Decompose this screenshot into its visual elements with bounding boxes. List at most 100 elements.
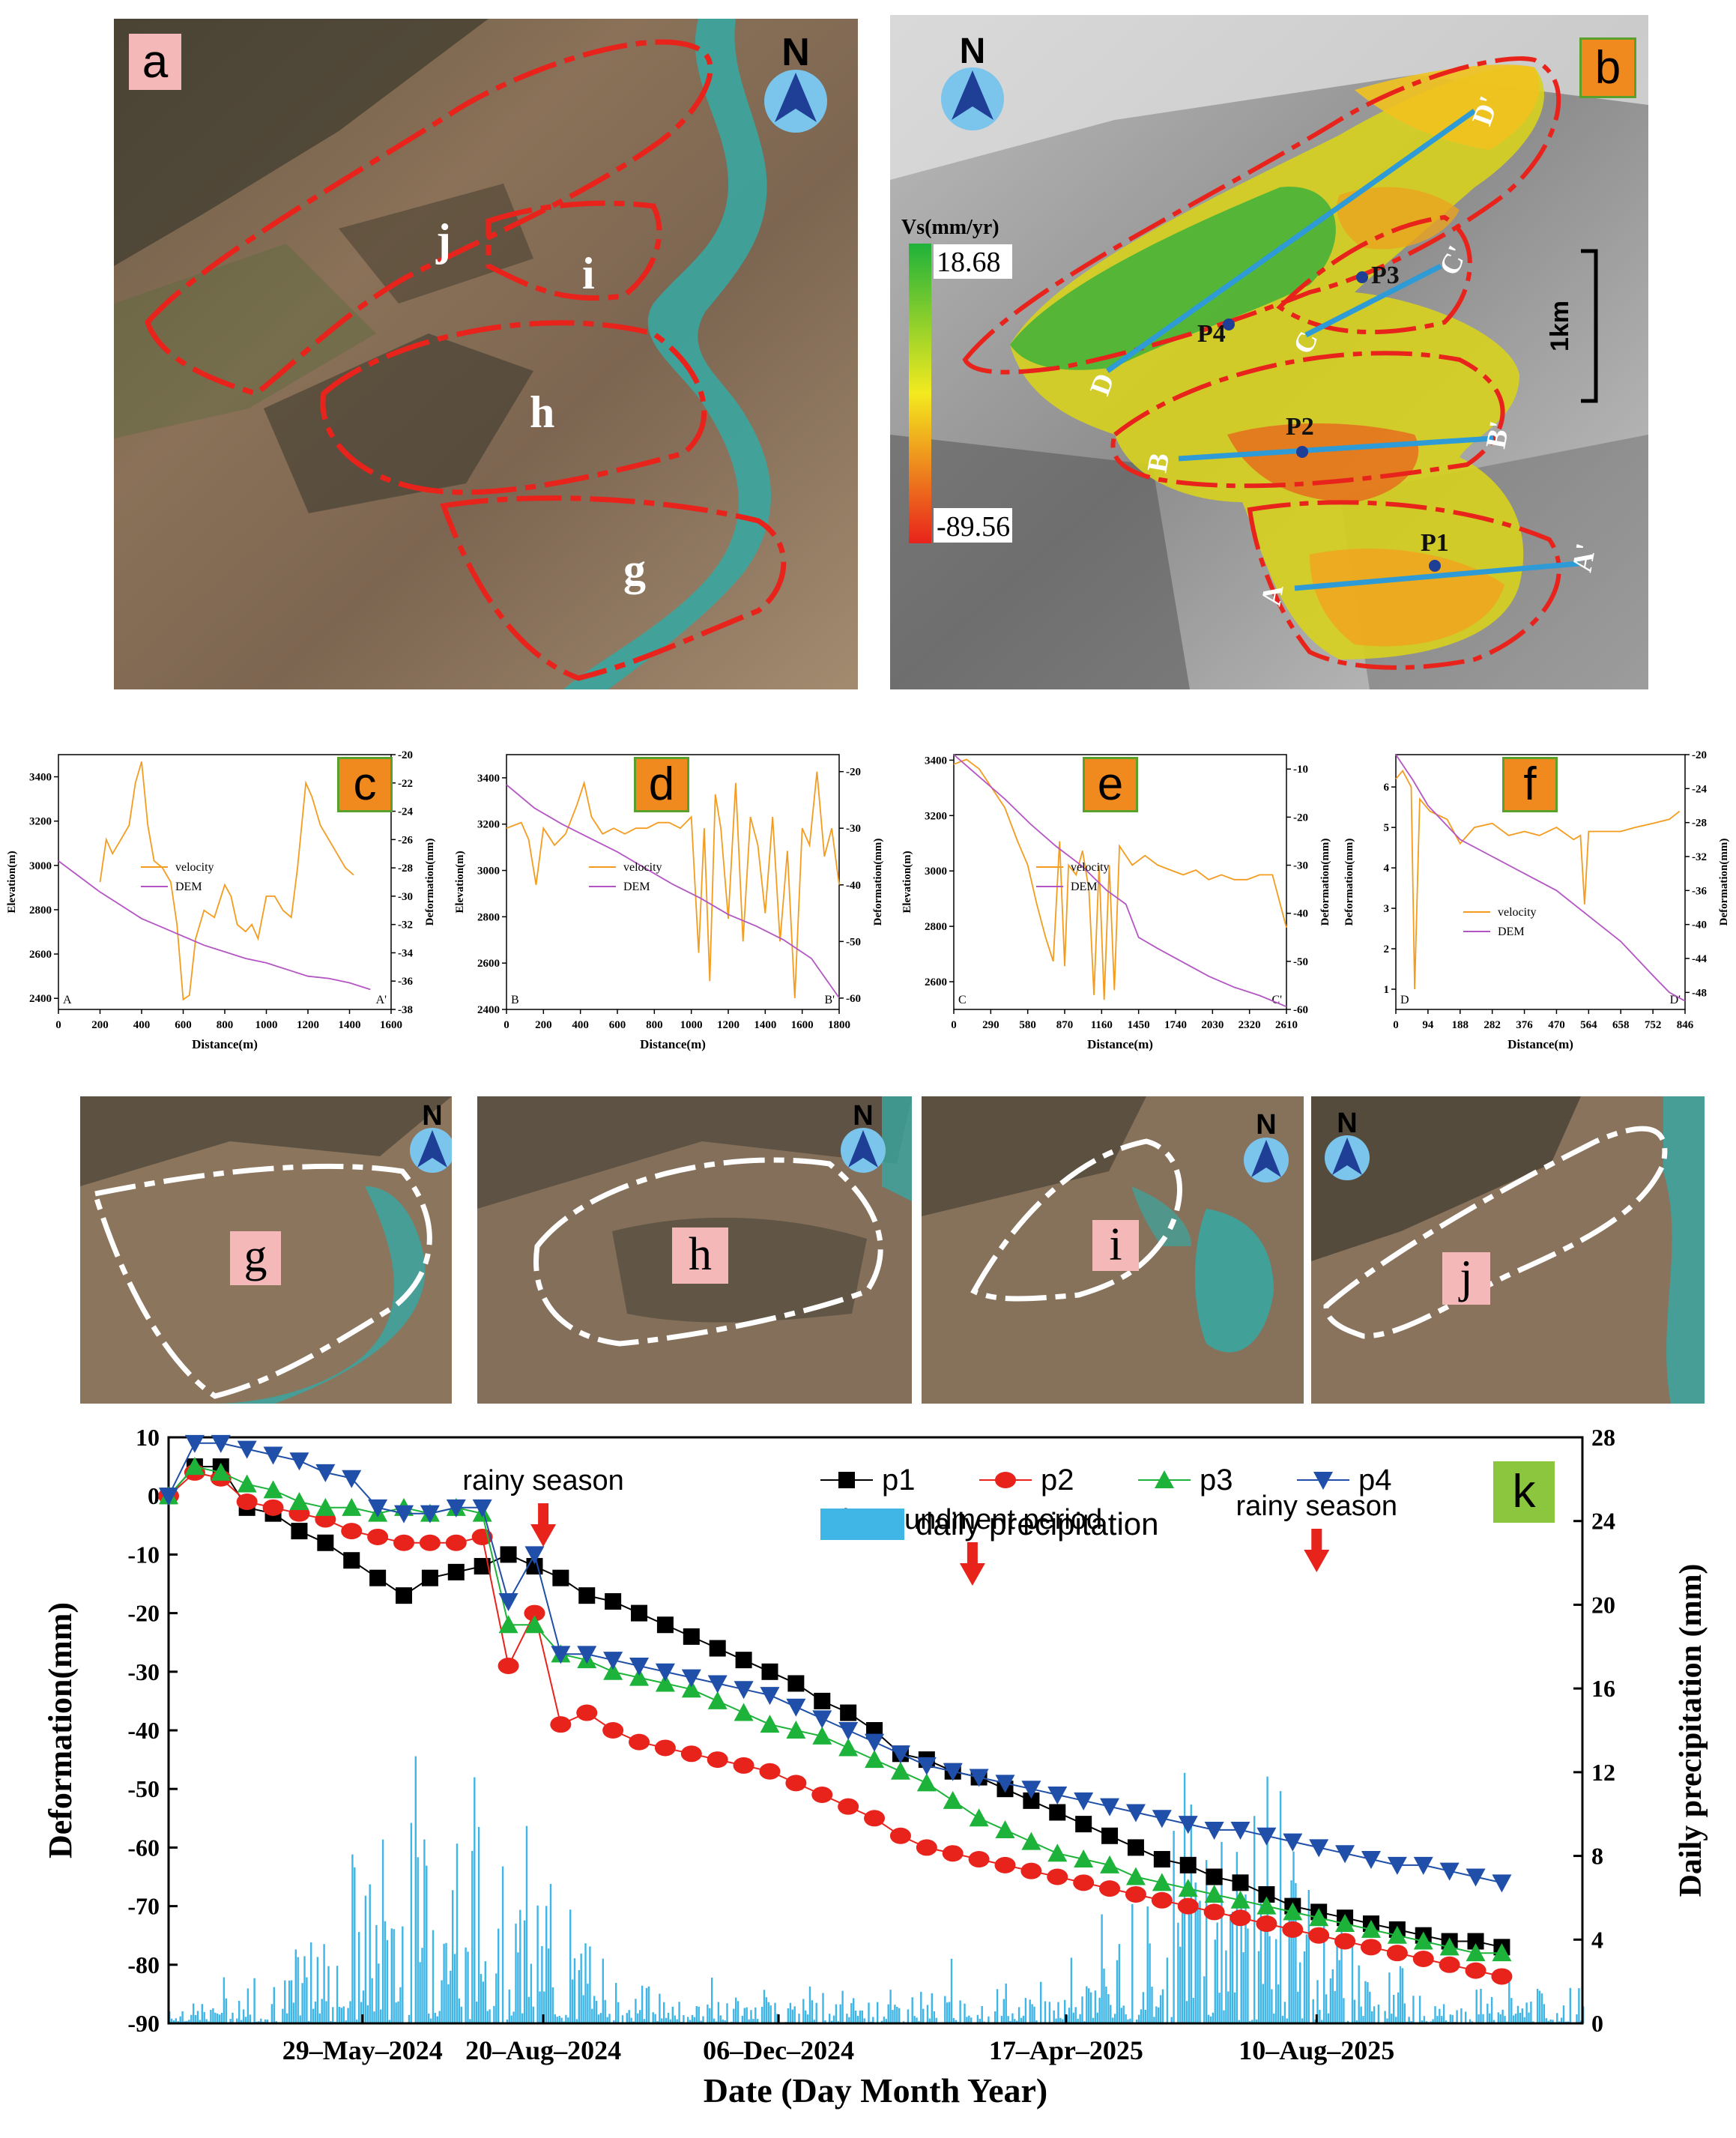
precip-bar [1519,2013,1522,2023]
precip-bar [669,2019,672,2023]
data-point-p4 [1204,1821,1224,1840]
precip-bar [506,2019,509,2023]
x-tick-label: 470 [1548,1019,1565,1031]
precip-bar [856,2016,859,2023]
precip-bar [547,1948,550,2023]
data-point-p3 [1204,1884,1224,1903]
data-point-p4 [890,1745,910,1764]
data-point-p4 [342,1470,362,1488]
data-point-p4 [159,1488,178,1506]
data-point-p3 [1466,1943,1486,1962]
precip-bar [722,2019,724,2023]
precip-bar [1089,1992,1092,2023]
data-point-p2 [1177,1897,1199,1915]
data-point-p1 [1049,1804,1066,1821]
y2-tick-label: -20 [1692,749,1707,761]
precip-bar [948,2002,951,2023]
data-point-p1 [369,1569,387,1586]
data-point-p3 [263,1480,283,1499]
precip-bar [530,1963,533,2023]
precip-bar [414,1756,417,2023]
precip-bar [573,1958,576,2023]
precip-bar [835,2004,838,2023]
precip-bar [288,1980,291,2023]
precip-bar [639,2010,641,2023]
precip-bar [1543,2004,1546,2023]
precip-bar [1290,1880,1292,2023]
precip-bar [551,1987,554,2023]
data-point-p3 [315,1497,336,1516]
precip-bar [292,2002,295,2023]
legend-marker [838,1472,855,1488]
precip-bar [1122,2005,1125,2023]
annotation-arrow-icon [959,1542,985,1586]
precip-bar [647,1986,650,2023]
precip-bar [1024,1998,1027,2023]
x-tick-label: 2610 [1275,1019,1298,1031]
data-point-p3 [237,1474,257,1493]
precip-bar [395,2002,397,2023]
precip-bar [1197,1903,1199,2023]
data-point-p2 [864,1810,886,1827]
x-tick-label: 188 [1452,1019,1469,1031]
legend-entry: DEM [175,881,202,893]
data-point-p4 [1152,1810,1172,1829]
y-tick-label: 6 [1384,782,1390,794]
precip-bar [1397,1992,1400,2023]
y2-tick-label: -28 [1692,818,1707,830]
data-point-p4 [629,1657,650,1676]
precip-bar [232,2012,234,2023]
data-point-p2 [550,1716,572,1733]
precip-bar [476,2001,478,2023]
precip-bar [926,2005,929,2023]
precip-bar [1545,2018,1547,2023]
data-point-p2 [1203,1903,1225,1921]
y2-axis-label: Daily precipitation (mm) [1674,1564,1708,1897]
precip-bar [894,2005,896,2023]
precip-bar [517,1952,519,2023]
precip-bar [711,1978,713,2023]
precip-bar [829,2014,831,2023]
precip-bar [848,2017,850,2023]
precip-bar [976,2014,979,2023]
data-point-p4 [1230,1821,1250,1840]
precip-bar [1369,1991,1371,2023]
precip-bar [325,2001,327,2023]
precip-bar [695,2006,698,2023]
data-point-p3 [342,1497,362,1516]
precip-bar [264,2019,267,2023]
data-point-p2 [262,1499,284,1516]
data-point-p2 [785,1775,807,1792]
data-point-p1 [474,1558,491,1575]
precip-bar [1338,1960,1340,2023]
precip-bar [1418,1996,1421,2023]
colorbar: Vs(mm/yr) 18.68 -89.56 [901,216,1012,543]
precip-bar [438,2011,441,2023]
precip-bar [1358,1965,1360,2023]
precip-bar [791,2009,793,2023]
data-point-p4 [943,1763,963,1781]
data-point-p4 [1387,1856,1407,1875]
precip-bar [1371,2011,1373,2023]
x-tick-label: 282 [1484,1019,1501,1031]
data-point-p2 [1386,1945,1408,1962]
precip-bar [597,2014,600,2023]
data-point-p2 [916,1839,937,1856]
precip-bar [1144,2010,1146,2023]
precip-bar [181,2011,184,2023]
x-tick-label: 200 [535,1019,552,1031]
precip-bar [966,2017,968,2023]
precip-bar [604,1999,606,2023]
x-tick-label: 846 [1677,1019,1694,1031]
data-point-p3 [1256,1896,1277,1915]
y2-tick-label: -60 [846,993,861,1005]
precip-bar [1442,2004,1445,2023]
precip-bar [1244,1894,1247,2023]
data-point-p1 [1179,1856,1197,1873]
precip-bar [477,1826,480,2023]
precip-bar [1068,2008,1071,2023]
precip-bar [922,2008,925,2023]
precip-bar [1077,2018,1079,2023]
precip-bar [602,1958,604,2023]
